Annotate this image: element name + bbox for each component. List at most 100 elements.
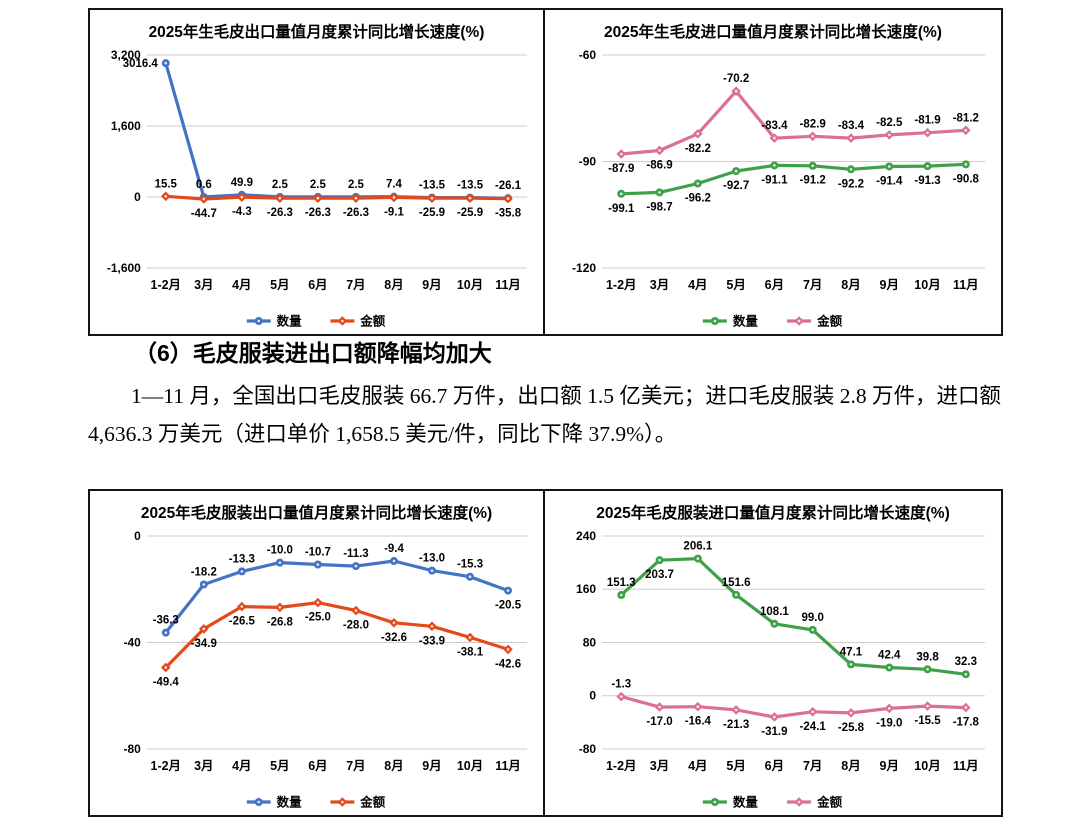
chart-fur-clothing-export-box: 2025年毛皮服装出口量值月度累计同比增长速度(%) 0 -40 -80 1-2月 3月 4…: [88, 489, 545, 817]
data-label: -36.3: [153, 615, 179, 627]
y-tick-label: -60: [579, 48, 597, 62]
x-tick-label: 4月: [688, 759, 707, 773]
data-label: 108.1: [760, 606, 789, 618]
series-金额: -87.9 -86.9 -82.2 -70.2 -83.4 -82.9 -83.4 -82.5…: [608, 73, 979, 175]
data-label: 151.3: [607, 577, 636, 589]
series-数量: -36.3-18.2-13.3-10.0 -10.7 -11.3 -9.4-13.0-…: [153, 543, 522, 637]
data-label: -26.5: [229, 616, 256, 628]
data-label: -83.4: [838, 120, 865, 132]
chart-title: 2025年生毛皮出口量值月度累计同比增长速度(%): [149, 22, 485, 41]
data-label: -10.0: [267, 545, 293, 557]
x-tick-label: 8月: [384, 278, 403, 292]
x-tick-label: 6月: [308, 759, 327, 773]
y-tick-label: 0: [134, 190, 141, 204]
series-金额: -49.4 -34.9 -26.5 -26.8 -25.0 -28.0 -32.6 -33.9…: [153, 597, 521, 689]
legend-item-数量: 数量: [702, 795, 758, 809]
x-tick-label: 5月: [270, 759, 289, 773]
legend-label: 数量: [277, 313, 302, 328]
x-tick-label: 9月: [422, 759, 441, 773]
legend-item-金额: 金额: [787, 314, 843, 328]
x-tick-label: 9月: [422, 278, 441, 292]
x-tick-label: 10月: [457, 759, 483, 773]
x-tick-label: 11月: [495, 759, 521, 773]
data-label: -91.4: [876, 175, 903, 187]
x-tick-label: 7月: [346, 759, 365, 773]
x-tick-label: 1-2月: [151, 759, 181, 773]
data-label: -28.0: [343, 620, 369, 632]
data-label: -34.9: [191, 638, 217, 650]
x-tick-label: 6月: [765, 759, 784, 773]
data-label: -82.2: [685, 143, 711, 155]
data-label: 49.9: [231, 177, 253, 189]
data-label: 2.5: [272, 179, 289, 191]
data-label: -98.7: [646, 201, 672, 213]
legend: 数量 金额: [246, 794, 386, 810]
y-tick-label: 240: [576, 529, 596, 543]
data-label: -25.9: [457, 207, 483, 219]
x-tick-label: 7月: [803, 759, 822, 773]
data-label: -26.3: [305, 207, 331, 219]
x-tick-label: 7月: [803, 278, 822, 292]
x-tick-label: 11月: [953, 759, 979, 773]
y-tick-label: 0: [134, 529, 141, 543]
data-label: -13.0: [419, 553, 445, 565]
legend-item-金额: 金额: [787, 795, 843, 809]
data-label: -25.8: [838, 722, 865, 734]
y-tick-label: -120: [572, 261, 596, 275]
x-tick-label: 11月: [953, 278, 979, 292]
chart-title: 2025年毛皮服装出口量值月度累计同比增长速度(%): [141, 503, 492, 522]
data-label: -38.1: [457, 646, 484, 658]
series-数量: 151.3 203.7 206.1 151.6 108.1 99.0 47.1 42.4 39.…: [607, 541, 977, 679]
x-tick-label: 4月: [232, 759, 251, 773]
series-数量: 3016.4 0.6 49.9 2.5 2.5 2.5 7.4 -13.5 -13.5 -26.1: [123, 58, 522, 203]
x-tick-label: 5月: [726, 759, 745, 773]
y-tick-label: 3,200: [111, 48, 141, 62]
data-label: -81.9: [914, 115, 940, 127]
data-label: -91.3: [914, 175, 940, 187]
y-tick-label: -90: [579, 155, 597, 169]
data-label: -20.5: [495, 600, 522, 612]
data-label: -13.5: [457, 180, 484, 192]
x-tick-label: 6月: [308, 278, 327, 292]
data-label: -86.9: [646, 160, 672, 172]
legend-label: 数量: [277, 794, 302, 809]
y-tick-label: 80: [583, 636, 597, 650]
x-tick-label: 4月: [232, 278, 251, 292]
chart-title: 2025年毛皮服装进口量值月度累计同比增长速度(%): [596, 503, 949, 522]
data-label: -82.9: [800, 118, 826, 130]
legend-label: 金额: [359, 313, 385, 328]
raw-fur-import-chart: 2025年生毛皮进口量值月度累计同比增长速度(%) -60 -90 -120 1-2月 3…: [572, 22, 985, 328]
data-label: -26.3: [343, 207, 369, 219]
y-tick-label: -80: [124, 742, 142, 756]
x-tick-label: 1-2月: [606, 278, 637, 292]
data-label: -82.5: [876, 117, 903, 129]
y-tick-label: 0: [589, 689, 596, 703]
top-chart-row: 2025年生毛皮出口量值月度累计同比增长速度(%) 3,200 1,600 0 -1,6…: [88, 8, 1003, 336]
data-label: -87.9: [608, 163, 634, 175]
data-label: 203.7: [645, 569, 674, 581]
data-label: -35.8: [495, 208, 522, 220]
data-label: 7.4: [386, 179, 403, 191]
chart-title: 2025年生毛皮进口量值月度累计同比增长速度(%): [604, 22, 942, 41]
data-label: 42.4: [878, 650, 901, 662]
chart-raw-fur-import-box: 2025年生毛皮进口量值月度累计同比增长速度(%) -60 -90 -120 1-2月 3…: [543, 8, 1003, 336]
data-label: 15.5: [155, 178, 178, 190]
data-label: -31.9: [761, 726, 787, 738]
data-label: -26.3: [267, 207, 293, 219]
x-tick-label: 1-2月: [151, 278, 181, 292]
x-tick-label: 3月: [650, 759, 669, 773]
data-label: 206.1: [683, 541, 712, 553]
fur-clothing-import-chart: 2025年毛皮服装进口量值月度累计同比增长速度(%)240 160 80 0 -80 1-…: [576, 503, 985, 809]
x-tick-label: 10月: [457, 278, 483, 292]
data-label: -91.1: [761, 174, 788, 186]
data-label: -81.2: [953, 112, 979, 124]
data-label: -19.0: [876, 717, 902, 729]
legend-item-数量: 数量: [246, 794, 302, 810]
x-tick-label: 3月: [194, 278, 213, 292]
y-tick-label: -1,600: [107, 261, 141, 275]
data-label: -4.3: [232, 206, 252, 218]
x-tick-label: 9月: [880, 759, 899, 773]
data-label: -13.3: [229, 553, 255, 565]
data-label: 39.8: [916, 651, 939, 663]
data-label: -92.7: [723, 180, 749, 192]
